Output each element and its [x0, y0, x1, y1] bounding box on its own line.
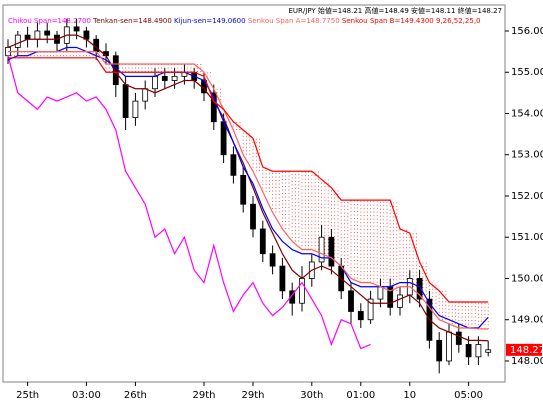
indicator-line — [7, 55, 371, 350]
candle-body — [171, 75, 178, 81]
indicator-line — [8, 57, 489, 303]
candle-body — [152, 75, 158, 90]
candle-body — [485, 349, 492, 353]
legend-name: Chikou Span — [8, 17, 52, 25]
candle-body — [34, 30, 41, 40]
candle-body — [24, 34, 31, 40]
x-tick-label: 25th — [16, 390, 39, 401]
x-tick-label: 05:00 — [454, 390, 483, 401]
candle-body — [289, 290, 296, 304]
legend-name: Kijun-sen — [174, 17, 206, 25]
indicator-line — [8, 51, 489, 330]
candle-body — [269, 253, 276, 267]
y-tick-label: 156.00 — [511, 26, 543, 37]
y-tick-label: 150.00 — [511, 273, 543, 284]
legend-name: Senkou Span A — [248, 17, 301, 25]
y-tick-label: 153.00 — [511, 150, 543, 161]
y-tick-label: 149.00 — [511, 315, 543, 326]
candle-body — [14, 34, 21, 48]
legend-value: =148.2700 — [52, 17, 91, 25]
candle-body — [357, 311, 364, 321]
candle-body — [475, 344, 482, 358]
candle-body — [240, 174, 247, 205]
x-tick-label: 29th — [242, 390, 265, 401]
x-tick-label: 26th — [124, 390, 147, 401]
candle-body — [44, 30, 51, 36]
legend-value: =148.7750 — [300, 17, 339, 25]
candle-body — [446, 331, 452, 362]
indicator-line — [7, 46, 489, 329]
x-tick-label: 10 — [403, 390, 416, 401]
candle-body — [377, 286, 384, 300]
candle-body — [122, 84, 129, 119]
candle-body — [436, 339, 443, 362]
candle-body — [455, 331, 462, 345]
candle-body — [132, 100, 139, 119]
candle-body — [279, 265, 286, 292]
legend-value: =149.4300 — [394, 17, 433, 25]
last-price-box — [506, 343, 542, 356]
candle-body — [318, 236, 325, 263]
candle-body — [161, 75, 168, 81]
x-tick-label: 01:00 — [346, 390, 375, 401]
y-tick-label: 154.00 — [511, 108, 543, 119]
candle-body — [465, 344, 472, 358]
legend-name: Senkou Span B — [342, 17, 395, 25]
candle-body — [142, 88, 149, 102]
plot-area — [2, 4, 506, 383]
candle-body — [348, 290, 354, 312]
candle-body — [259, 228, 266, 255]
candle-body — [210, 92, 217, 123]
legend-params: 9,26,52,25,0 — [436, 17, 481, 25]
last-price-label: 148.27 — [510, 345, 543, 356]
chart-header: EUR/JPY 始値=148.21 高値=148.49 安値=148.11 終値… — [288, 6, 502, 15]
y-tick-label: 152.00 — [511, 191, 543, 202]
y-tick-label: 155.00 — [511, 67, 543, 78]
x-tick-label: 29th — [193, 390, 216, 401]
legend-value: =148.4900 — [133, 17, 172, 25]
candle-body — [250, 203, 256, 230]
y-tick-label: 148.00 — [511, 356, 543, 367]
candle-body — [73, 26, 80, 32]
x-tick-label: 03:00 — [72, 390, 101, 401]
candle-body — [328, 236, 335, 267]
legend-value: =149.0600 — [206, 17, 245, 25]
candle-body — [416, 278, 423, 300]
x-tick-label: 30th — [300, 390, 323, 401]
legend-name: Tenkan-sen — [92, 17, 132, 25]
y-tick-label: 151.00 — [511, 232, 543, 243]
candle-body — [367, 298, 374, 321]
legend: Chikou Span=148.2700 Tenkan-sen=148.4900… — [8, 17, 481, 25]
candle-body — [230, 154, 237, 176]
candle-body — [397, 294, 403, 308]
